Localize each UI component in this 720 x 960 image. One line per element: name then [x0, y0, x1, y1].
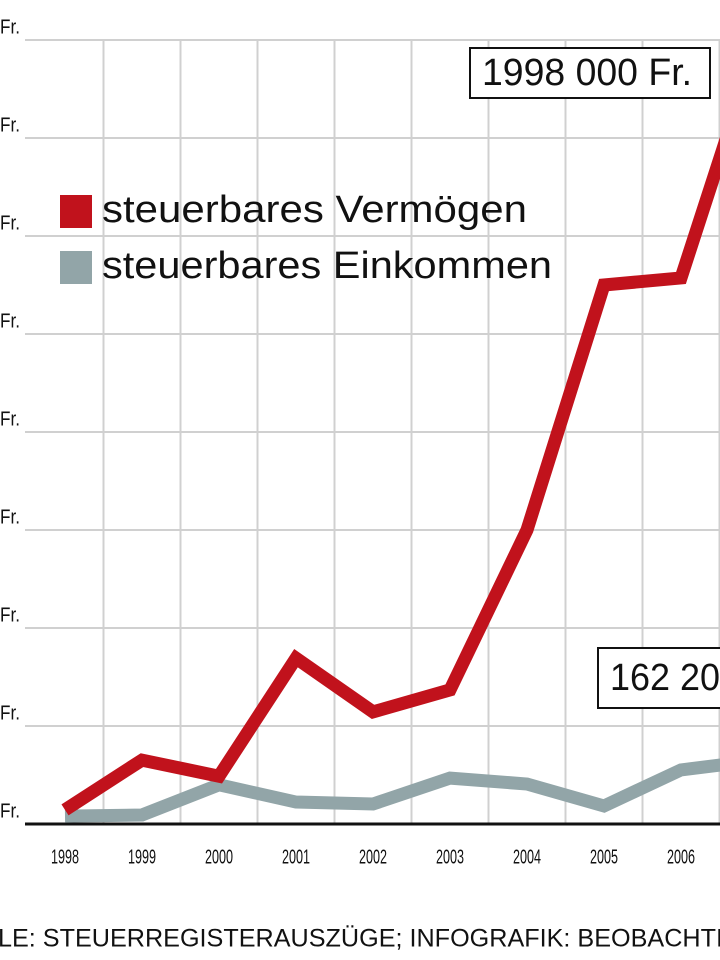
legend-swatch	[60, 195, 92, 228]
legend-swatch	[60, 251, 92, 284]
x-tick-label: 2005	[590, 846, 618, 868]
x-tick-label: 2001	[282, 846, 310, 868]
x-tick-label: 2006	[667, 846, 695, 868]
y-tick-label: Fr.	[0, 212, 20, 234]
y-tick-label: Fr.	[0, 16, 20, 38]
series-line	[61, 136, 720, 816]
annotation: 1998 000 Fr.	[482, 52, 692, 94]
y-tick-label: Fr.	[0, 604, 20, 626]
annotation-box	[469, 47, 711, 99]
x-tick-label: 2000	[205, 846, 233, 868]
y-tick-label: Fr.	[0, 408, 20, 430]
annotation-box	[597, 647, 720, 709]
y-tick-label: Fr.	[0, 114, 20, 136]
legend-label: steuerbares Vermögen	[102, 189, 527, 231]
x-tick-label: 2003	[436, 846, 464, 868]
series-line	[64, 758, 720, 823]
x-tick-label: 1999	[128, 846, 156, 868]
x-tick-label: 2002	[359, 846, 387, 868]
annotation: 162 20	[610, 657, 720, 699]
y-tick-label: Fr.	[0, 310, 20, 332]
y-tick-label: Fr.	[0, 702, 20, 724]
y-tick-label: Fr.	[0, 506, 20, 528]
x-tick-label: 1998	[51, 846, 79, 868]
x-tick-label: 2004	[513, 846, 541, 868]
legend-label: steuerbares Einkommen	[102, 245, 552, 287]
y-tick-label: Fr.	[0, 800, 20, 822]
source: LE: STEUERREGISTERAUSZÜGE; INFOGRAFIK: B…	[0, 925, 720, 953]
